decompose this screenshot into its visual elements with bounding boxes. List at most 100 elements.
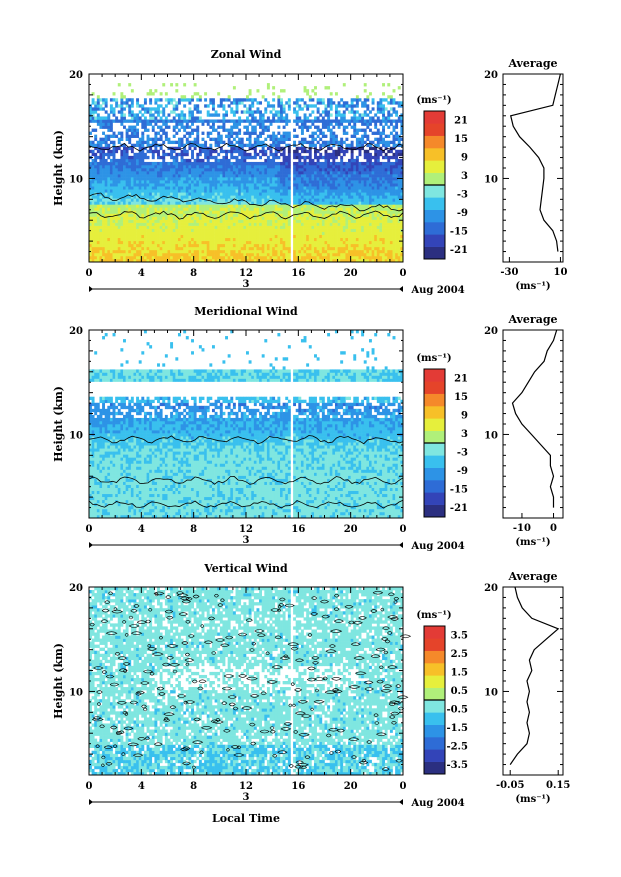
heatmap-cell [393, 223, 396, 226]
heatmap-cell [236, 241, 239, 244]
heatmap-cell [385, 165, 388, 168]
heatmap-cell [398, 180, 401, 183]
heatmap-cell [170, 217, 173, 220]
heatmap-cell [115, 177, 118, 180]
heatmap-cell [361, 250, 364, 253]
heatmap-cell [296, 147, 299, 150]
heatmap-cell [97, 162, 100, 165]
heatmap-cell [202, 256, 205, 259]
heatmap-cell [306, 168, 309, 171]
heatmap-cell [311, 159, 314, 162]
heatmap-cell [136, 253, 139, 256]
heatmap-cell [332, 217, 335, 220]
heatmap-cell [188, 244, 191, 247]
heatmap-cell [243, 195, 246, 198]
heatmap-cell [183, 168, 186, 171]
heatmap-cell [267, 235, 270, 238]
heatmap-cell [128, 244, 131, 247]
heatmap-cell [335, 195, 338, 198]
heatmap-cell [249, 192, 252, 195]
heatmap-cell [92, 186, 95, 189]
heatmap-cell [173, 116, 176, 119]
heatmap-cell [236, 150, 239, 153]
heatmap-cell [393, 129, 396, 132]
heatmap-cell [254, 217, 257, 220]
heatmap-cell [356, 119, 359, 122]
heatmap-cell [113, 241, 116, 244]
heatmap-cell [126, 189, 129, 192]
heatmap-cell [359, 229, 362, 232]
heatmap-cell [317, 135, 320, 138]
heatmap-cell [99, 250, 102, 253]
heatmap-cell [217, 220, 220, 223]
heatmap-cell [228, 213, 231, 216]
heatmap-cell [348, 201, 351, 204]
heatmap-cell [330, 192, 333, 195]
heatmap-cell [387, 144, 390, 147]
heatmap-cell [246, 119, 249, 122]
heatmap-cell [249, 119, 252, 122]
heatmap-cell [254, 241, 257, 244]
heatmap-cell [178, 238, 181, 241]
heatmap-cell [251, 171, 254, 174]
heatmap-cell [348, 250, 351, 253]
heatmap-cell [149, 235, 152, 238]
heatmap-cell [175, 132, 178, 135]
heatmap-cell [222, 129, 225, 132]
heatmap-cell [327, 159, 330, 162]
heatmap-cell [382, 177, 385, 180]
heatmap-cell [118, 186, 121, 189]
heatmap-cell [228, 192, 231, 195]
heatmap-cell [330, 123, 333, 126]
heatmap-cell [288, 238, 291, 241]
heatmap-cell [162, 132, 165, 135]
heatmap-cell [359, 201, 362, 204]
heatmap-cell [382, 129, 385, 132]
heatmap-cell [191, 123, 194, 126]
heatmap-cell [254, 247, 257, 250]
heatmap-cell [327, 123, 330, 126]
heatmap-cell [225, 244, 228, 247]
heatmap-cell [160, 180, 163, 183]
heatmap-cell [188, 116, 191, 119]
heatmap-cell [275, 229, 278, 232]
heatmap-cell [304, 256, 307, 259]
heatmap-cell [343, 165, 346, 168]
heatmap-cell [241, 119, 244, 122]
heatmap-cell [345, 171, 348, 174]
heatmap-cell [165, 232, 168, 235]
heatmap-cell [267, 168, 270, 171]
heatmap-cell [99, 126, 102, 129]
heatmap-cell [94, 186, 97, 189]
heatmap-cell [170, 180, 173, 183]
heatmap-cell [118, 256, 121, 259]
heatmap-cell [298, 241, 301, 244]
heatmap-cell [157, 247, 160, 250]
heatmap-cell [139, 171, 142, 174]
heatmap-cell [102, 235, 105, 238]
heatmap-cell [228, 250, 231, 253]
heatmap-cell [322, 232, 325, 235]
heatmap-cell [128, 129, 131, 132]
heatmap-cell [128, 235, 131, 238]
heatmap-cell [267, 207, 270, 210]
heatmap-cell [382, 232, 385, 235]
heatmap-cell [264, 238, 267, 241]
heatmap-cell [264, 253, 267, 256]
heatmap-cell [340, 253, 343, 256]
heatmap-cell [254, 186, 257, 189]
heatmap-cell [377, 156, 380, 159]
heatmap-cell [225, 195, 228, 198]
heatmap-cell [330, 119, 333, 122]
heatmap-cell [105, 204, 108, 207]
heatmap-cell [243, 126, 246, 129]
heatmap-cell [311, 198, 314, 201]
heatmap-cell [230, 226, 233, 229]
heatmap-cell [165, 250, 168, 253]
heatmap-cell [272, 207, 275, 210]
heatmap-cell [338, 189, 341, 192]
heatmap-cell [110, 150, 113, 153]
heatmap-cell [338, 256, 341, 259]
heatmap-cell [301, 241, 304, 244]
heatmap-cell [120, 192, 123, 195]
